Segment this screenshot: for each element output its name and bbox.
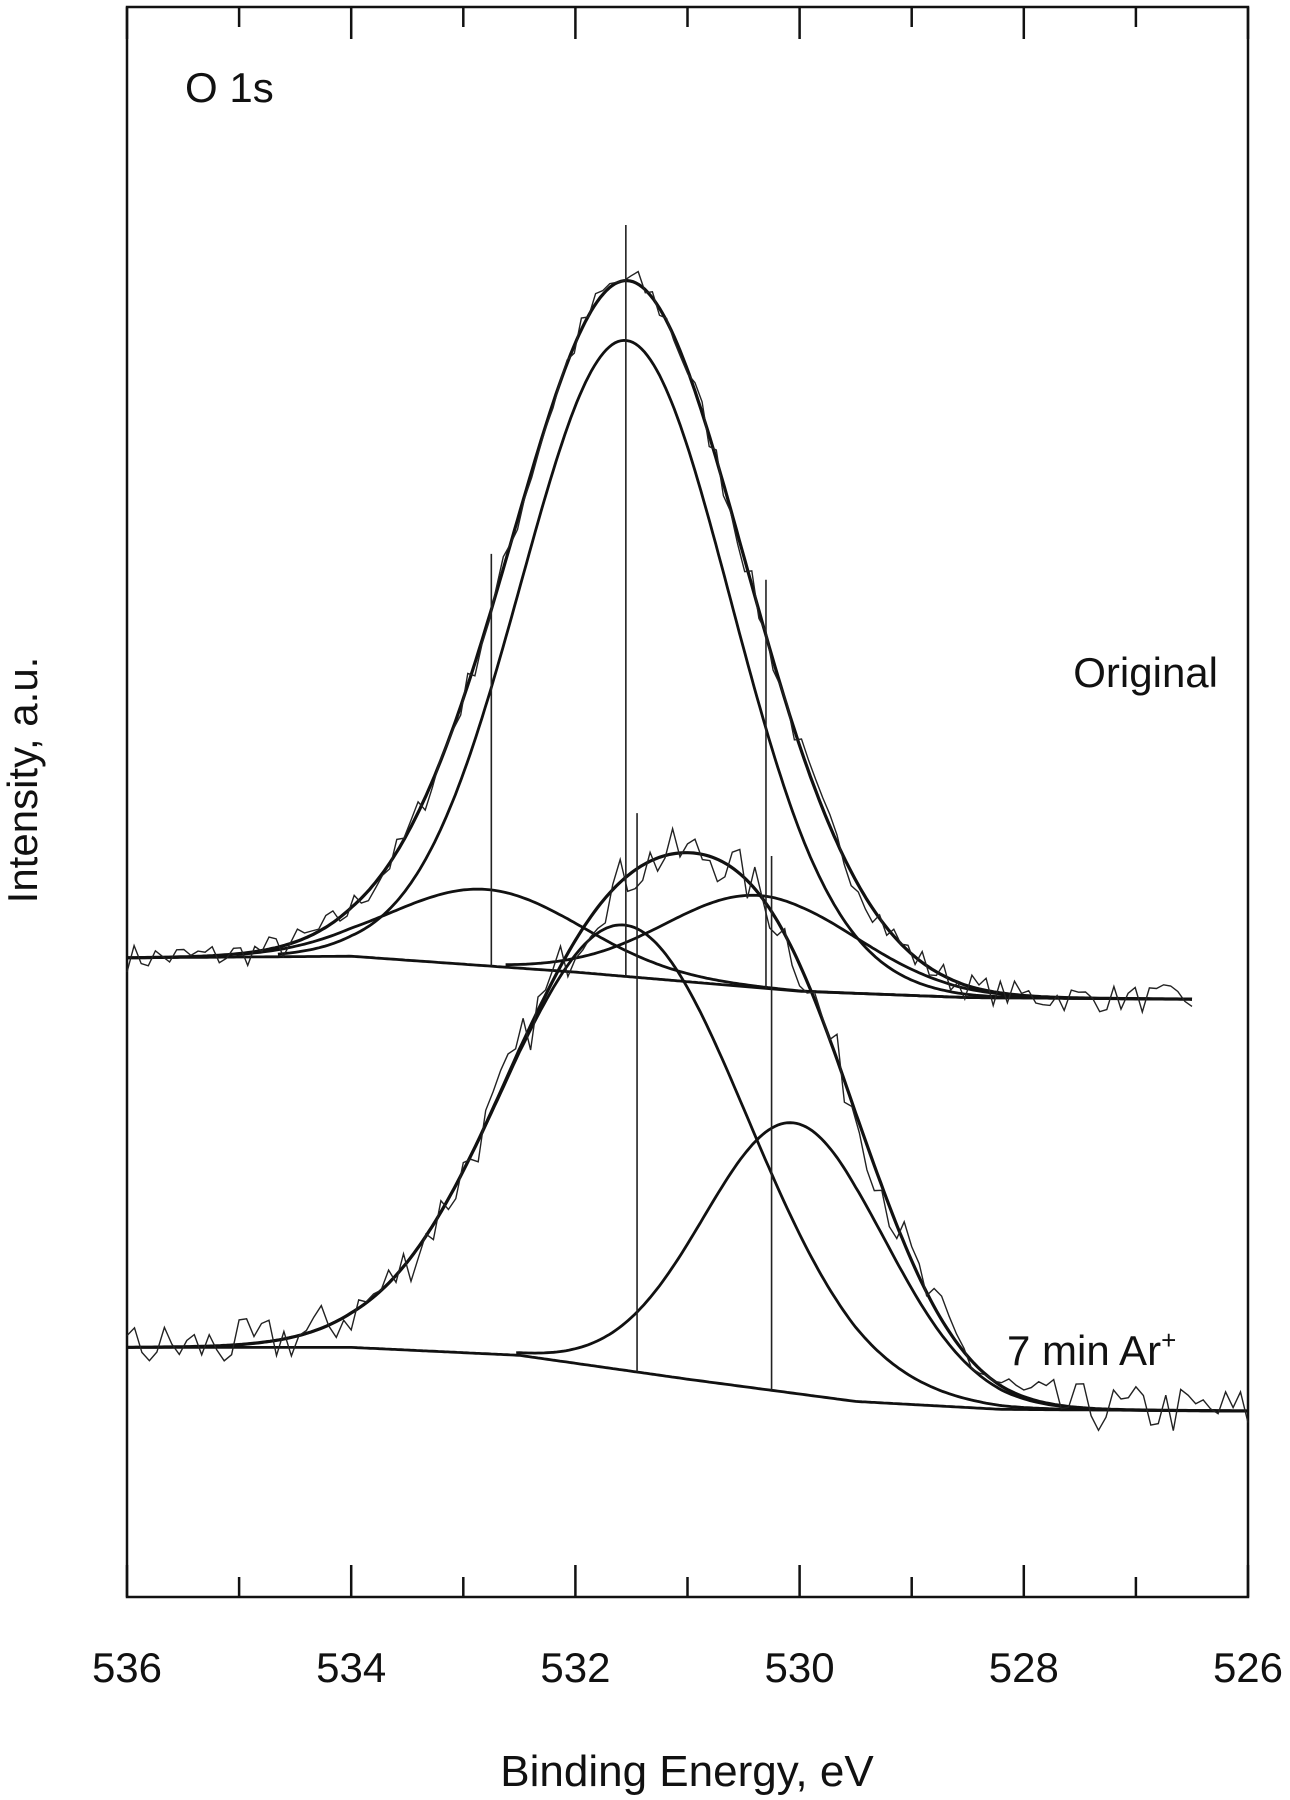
raw-spectrum xyxy=(126,825,1249,1432)
spectrum-label-sputtered-text: 7 min Ar xyxy=(1007,1327,1161,1374)
x-tick-label: 528 xyxy=(989,1644,1059,1691)
series-group xyxy=(126,270,1249,1432)
spectrum-label-sputtered: 7 min Ar+ xyxy=(1007,1325,1176,1374)
x-tick-labels: 536 534 532 530 528 526 xyxy=(92,1644,1283,1691)
x-tick-label: 530 xyxy=(765,1644,835,1691)
fit-component xyxy=(277,338,1193,1001)
spectrum-label-original: Original xyxy=(1073,649,1218,696)
x-tick-label: 534 xyxy=(316,1644,386,1691)
x-tick-label: 526 xyxy=(1213,1644,1283,1691)
y-axis-label: Intensity, a.u. xyxy=(0,657,46,904)
x-axis-ticks xyxy=(125,7,1250,1597)
fit-component xyxy=(505,893,1193,1001)
x-tick-label: 532 xyxy=(540,1644,610,1691)
fit-envelope xyxy=(127,851,1249,1413)
raw-spectrum xyxy=(126,270,1193,1015)
spectrum-label-superscript: + xyxy=(1161,1325,1176,1355)
fit-envelope xyxy=(127,278,1193,1001)
peak-markers xyxy=(490,224,773,1391)
core-level-label: O 1s xyxy=(185,64,274,111)
background-line xyxy=(127,954,1193,1001)
x-tick-label: 536 xyxy=(92,1644,162,1691)
x-axis-label: Binding Energy, eV xyxy=(500,1747,874,1796)
